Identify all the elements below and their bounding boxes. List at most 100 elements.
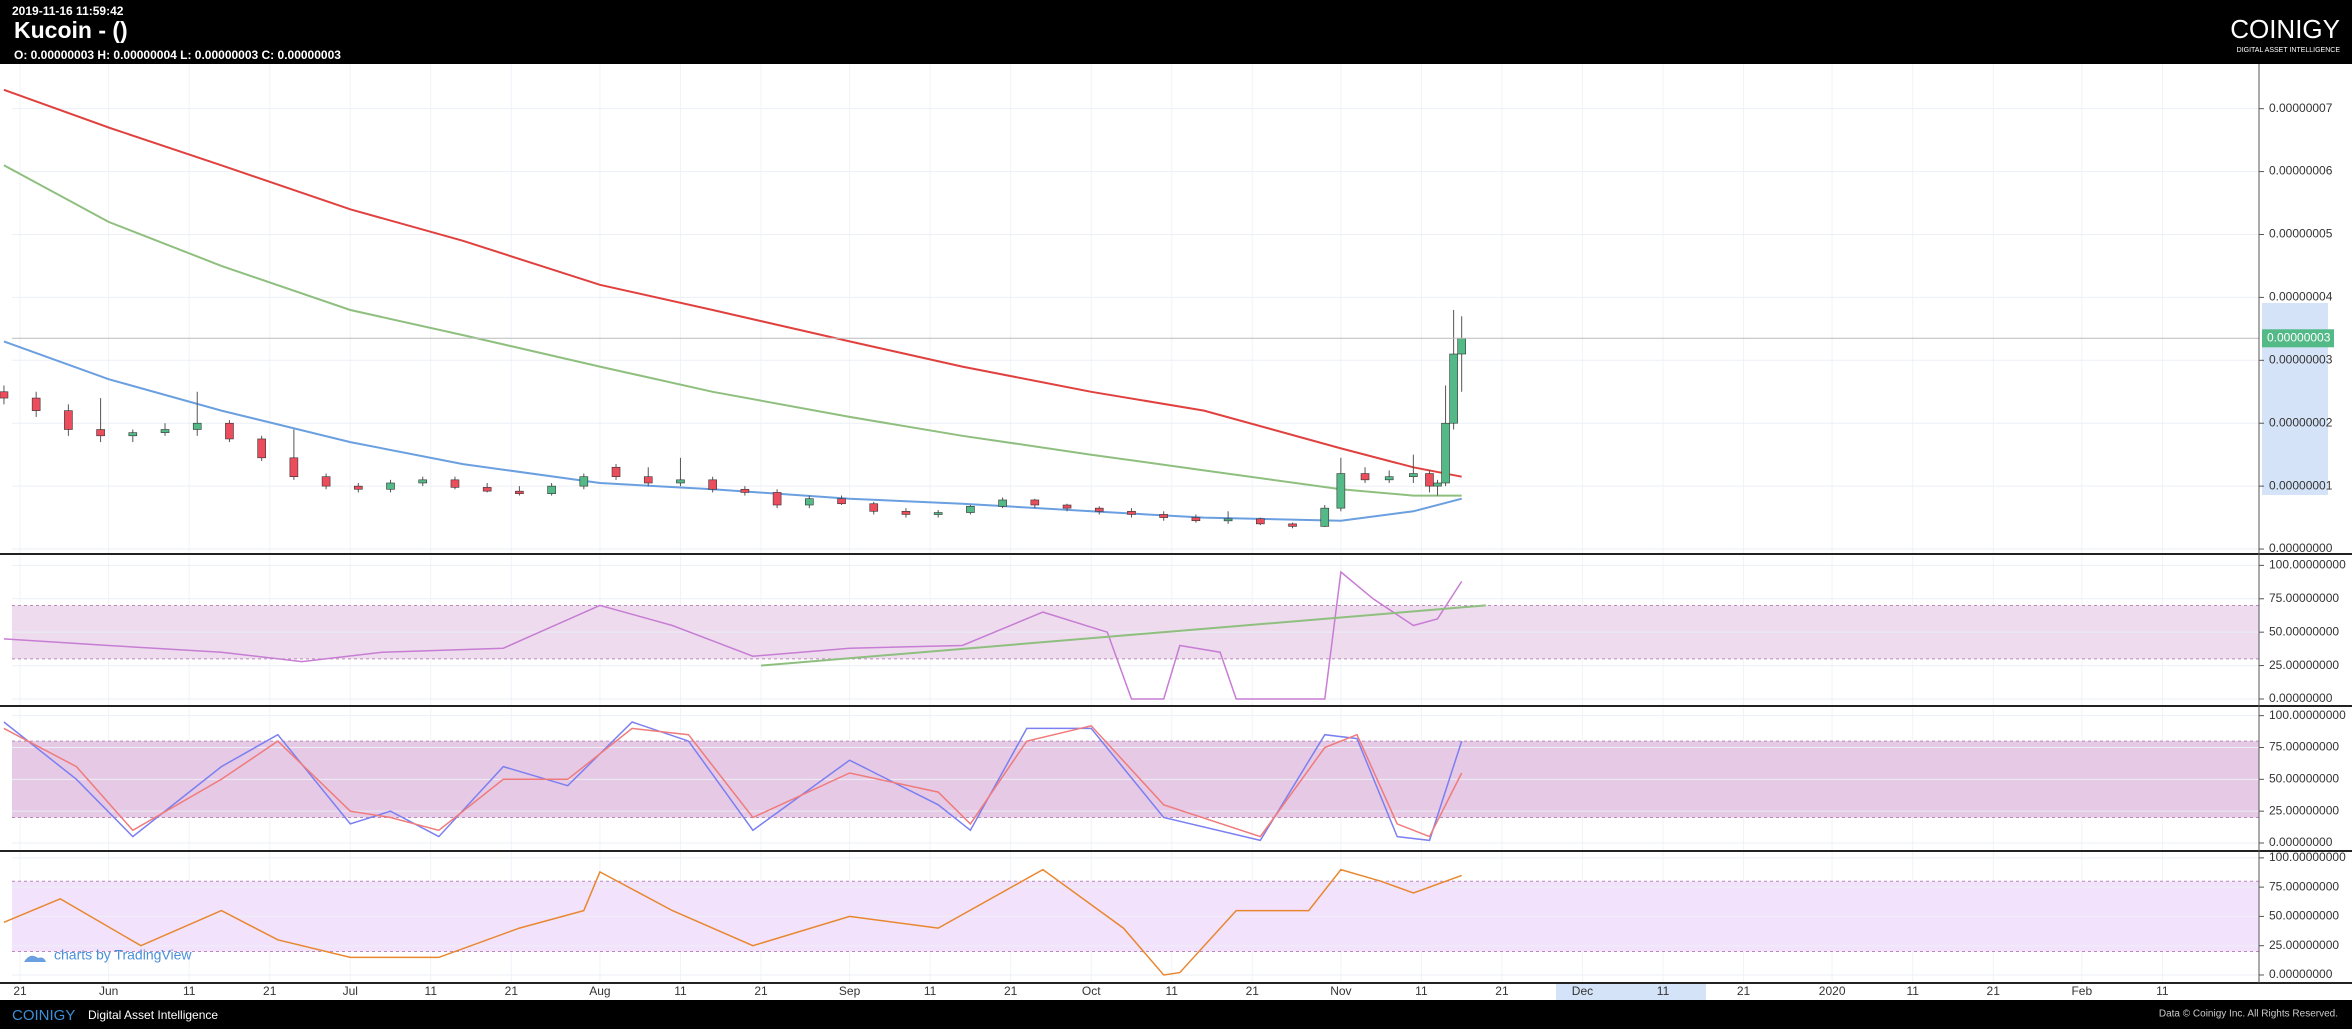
candle-body (354, 485, 363, 490)
x-tick-label: Feb (2071, 984, 2092, 998)
candle-body (0, 391, 9, 399)
x-tick-label: 11 (674, 984, 687, 998)
candle-body (837, 498, 846, 505)
candle-body (1457, 337, 1466, 355)
footer-copyright: Data © Coinigy Inc. All Rights Reserved. (2159, 1009, 2338, 1020)
series-line (3, 164, 1462, 497)
ohlc: O: 0.00000003 H: 0.00000004 L: 0.0000000… (14, 48, 341, 62)
series-line (3, 88, 1462, 478)
x-tick-label: 11 (1657, 984, 1670, 998)
candle-body (64, 410, 73, 430)
candle-body (1223, 518, 1233, 522)
x-tick-label: Sep (839, 984, 861, 998)
y-tick-label: 50.00000000 (2269, 909, 2339, 923)
last-price-label: 0.00000003 (2267, 330, 2331, 344)
last-price-box (2262, 329, 2334, 348)
x-tick-label: 21 (505, 984, 519, 998)
x-tick-label: 21 (1004, 984, 1018, 998)
candle-body (1256, 518, 1265, 525)
y-tick-label: 50.00000000 (2269, 771, 2339, 785)
x-tick-label: 11 (1906, 984, 1919, 998)
candle-body (1094, 507, 1104, 512)
series-line (3, 868, 1462, 976)
x-tick-label: 21 (1246, 984, 1260, 998)
candle-body (257, 438, 266, 459)
title: Kucoin - () (14, 17, 128, 43)
candle-body (1159, 514, 1168, 518)
candle-body (321, 476, 331, 487)
candle-body (1320, 507, 1330, 527)
candle-body (547, 485, 556, 494)
candle-body (708, 479, 717, 490)
y-tick-label: 100.00000000 (2269, 558, 2346, 572)
candle-body (482, 487, 492, 492)
candle-body (160, 429, 170, 433)
x-tick-label: Aug (589, 984, 610, 998)
candle-body (386, 482, 395, 490)
candle-body (515, 490, 524, 494)
timestamp: 2019-11-16 11:59:42 (12, 4, 124, 18)
tv-badge[interactable]: charts by TradingView (24, 947, 192, 963)
x-tick-label: 11 (183, 984, 196, 998)
series-line (760, 604, 1486, 667)
candle-body (869, 503, 879, 512)
candle-body (225, 422, 234, 440)
candle-body (1360, 473, 1370, 481)
candle-body (1062, 504, 1072, 509)
candle-body (805, 498, 814, 506)
tv-icon (24, 955, 46, 962)
candle-body (1336, 473, 1346, 509)
candle-body (128, 432, 138, 437)
x-tick-label: Oct (1082, 984, 1101, 998)
candle-body (966, 505, 975, 513)
candle-body (1384, 476, 1394, 481)
candle-body (1191, 517, 1201, 522)
y-tick-label: 50.00000000 (2269, 624, 2339, 638)
candle-body (676, 479, 685, 484)
y-tick-label: 75.00000000 (2269, 591, 2339, 605)
series-line (3, 570, 1463, 700)
candle-body (1127, 510, 1136, 515)
y-tick-label: 0.00000003 (2269, 352, 2333, 366)
candle-body (1433, 482, 1442, 487)
x-tick-label: 21 (263, 984, 277, 998)
x-tick-label: 21 (13, 984, 27, 998)
candle-body (192, 422, 202, 430)
y-tick-label: 25.00000000 (2269, 938, 2339, 952)
candle-body (611, 466, 621, 477)
x-tick-label: 11 (2156, 984, 2169, 998)
x-tick-label: 21 (1495, 984, 1509, 998)
logo: COINIGY (2230, 14, 2340, 44)
y-tick-label: 0.00000000 (2269, 835, 2333, 849)
candle-body (450, 479, 460, 488)
x-tick-label: 11 (1166, 984, 1179, 998)
y-tick-label: 0.00000006 (2269, 164, 2333, 178)
candle-body (418, 479, 428, 484)
y-tick-label: 0.00000002 (2269, 415, 2333, 429)
x-tick-label: 11 (924, 984, 937, 998)
y-tick-label: 25.00000000 (2269, 658, 2339, 672)
time-range-highlight (1556, 983, 1706, 1000)
y-tick-label: 0.00000000 (2269, 541, 2333, 555)
y-tick-label: 75.00000000 (2269, 740, 2339, 754)
candle-body (1030, 499, 1040, 506)
x-tick-label: 21 (754, 984, 768, 998)
x-tick-label: 2020 (1819, 984, 1846, 998)
candle-body (1449, 353, 1458, 424)
watermark[interactable]: charts by TradingView (54, 947, 192, 963)
y-tick-label: 0.00000004 (2269, 290, 2333, 304)
candle-body (772, 492, 782, 506)
candle-body (1441, 422, 1450, 484)
candle-body (1409, 473, 1418, 477)
y-tick-label: 0.00000007 (2269, 101, 2333, 115)
y-tick-label: 100.00000000 (2269, 850, 2346, 864)
candle-body (933, 512, 943, 515)
x-tick-label: 11 (425, 984, 438, 998)
y-tick-label: 0.00000001 (2269, 478, 2333, 492)
candle-body (1288, 523, 1297, 527)
y-tick-label: 0.00000000 (2269, 967, 2333, 981)
footer-tagline: Digital Asset Intelligence (88, 1008, 218, 1022)
footer-logo: COINIGY (12, 1007, 75, 1024)
x-tick-label: 21 (1737, 984, 1751, 998)
